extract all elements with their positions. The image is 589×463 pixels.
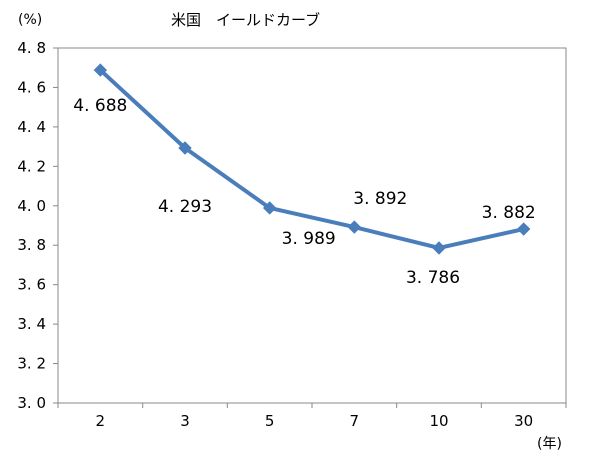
y-tick-label: 4. 4 bbox=[17, 118, 46, 136]
x-tick-label: 10 bbox=[429, 412, 448, 430]
y-tick-label: 3. 2 bbox=[17, 355, 46, 373]
y-tick-label: 3. 8 bbox=[17, 236, 46, 254]
data-label: 3. 786 bbox=[406, 268, 460, 288]
data-point-marker bbox=[516, 222, 531, 236]
y-tick-label: 4. 6 bbox=[17, 78, 46, 96]
x-tick-label: 3 bbox=[180, 412, 190, 430]
data-point-marker bbox=[262, 201, 277, 215]
y-axis-unit-label: (%) bbox=[18, 12, 42, 28]
x-tick-label: 30 bbox=[514, 412, 533, 430]
data-point-marker bbox=[178, 141, 192, 155]
data-point-marker bbox=[347, 220, 362, 234]
x-tick-label: 2 bbox=[96, 412, 106, 430]
data-point-marker bbox=[93, 63, 108, 77]
data-label: 4. 293 bbox=[158, 197, 212, 217]
y-tick-label: 4. 0 bbox=[17, 197, 46, 215]
y-tick-label: 3. 6 bbox=[17, 276, 46, 294]
series-line bbox=[98, 68, 525, 250]
data-label: 3. 882 bbox=[482, 203, 536, 223]
data-label: 4. 688 bbox=[73, 96, 127, 116]
x-axis-unit-label: (年) bbox=[537, 436, 562, 452]
x-tick-label: 7 bbox=[350, 412, 360, 430]
y-tick-label: 3. 4 bbox=[17, 315, 46, 333]
y-tick-label: 4. 8 bbox=[17, 39, 46, 57]
data-point-marker bbox=[432, 241, 446, 255]
data-label: 3. 892 bbox=[353, 189, 407, 209]
y-tick-label: 3. 0 bbox=[17, 394, 46, 412]
data-label: 3. 989 bbox=[282, 229, 336, 249]
y-tick-label: 4. 2 bbox=[17, 157, 46, 175]
chart-title: 米国 イールドカーブ bbox=[171, 11, 320, 29]
x-tick-label: 5 bbox=[265, 412, 275, 430]
